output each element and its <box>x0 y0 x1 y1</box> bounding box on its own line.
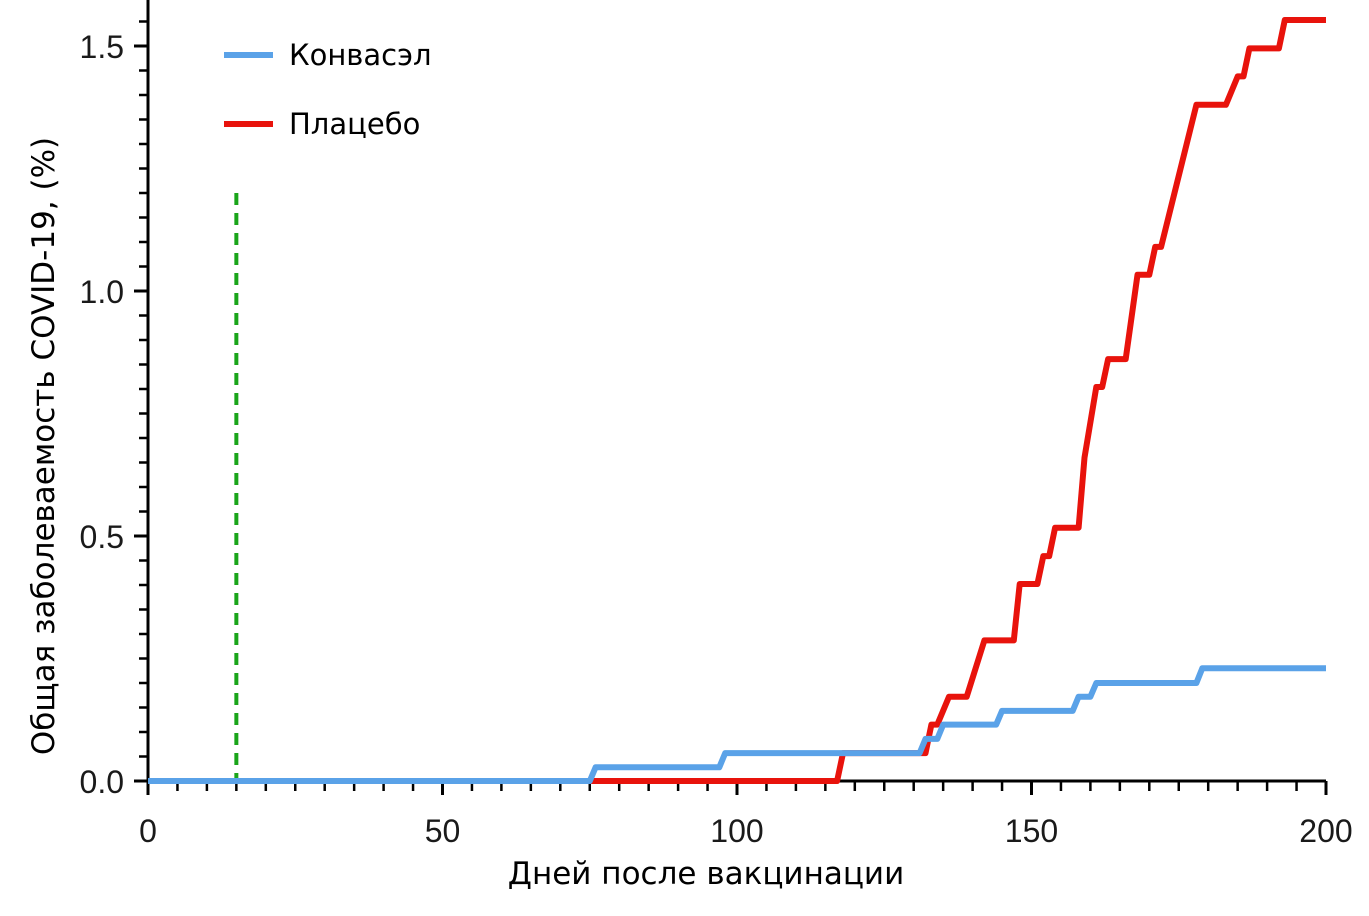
y-tick-label: 0.0 <box>80 764 124 800</box>
series-lines <box>148 17 1326 784</box>
y-tick-label: 1.5 <box>80 29 124 65</box>
ticks <box>134 20 1328 795</box>
y-axis-title: Общая заболеваемость COVID-19, (%) <box>26 137 62 755</box>
x-axis-title: Дней после вакцинации <box>508 856 904 892</box>
legend: Конвасэл Плацебо <box>224 38 432 141</box>
x-tick-label: 150 <box>1005 813 1058 849</box>
y-tick-label: 0.5 <box>80 519 124 555</box>
x-tick-label: 100 <box>710 813 763 849</box>
tick-labels: 0 50 100 150 200 0.0 0.5 1.0 1.5 <box>80 29 1353 849</box>
x-tick-label: 200 <box>1299 813 1352 849</box>
series-line-konvasel <box>148 665 1326 784</box>
legend-label-placebo: Плацебо <box>289 107 420 141</box>
legend-label-konvasel: Конвасэл <box>289 38 432 72</box>
x-tick-label: 50 <box>425 813 461 849</box>
series-line-placebo <box>148 17 1326 784</box>
y-tick-label: 1.0 <box>80 274 124 310</box>
x-tick-label: 0 <box>139 813 157 849</box>
